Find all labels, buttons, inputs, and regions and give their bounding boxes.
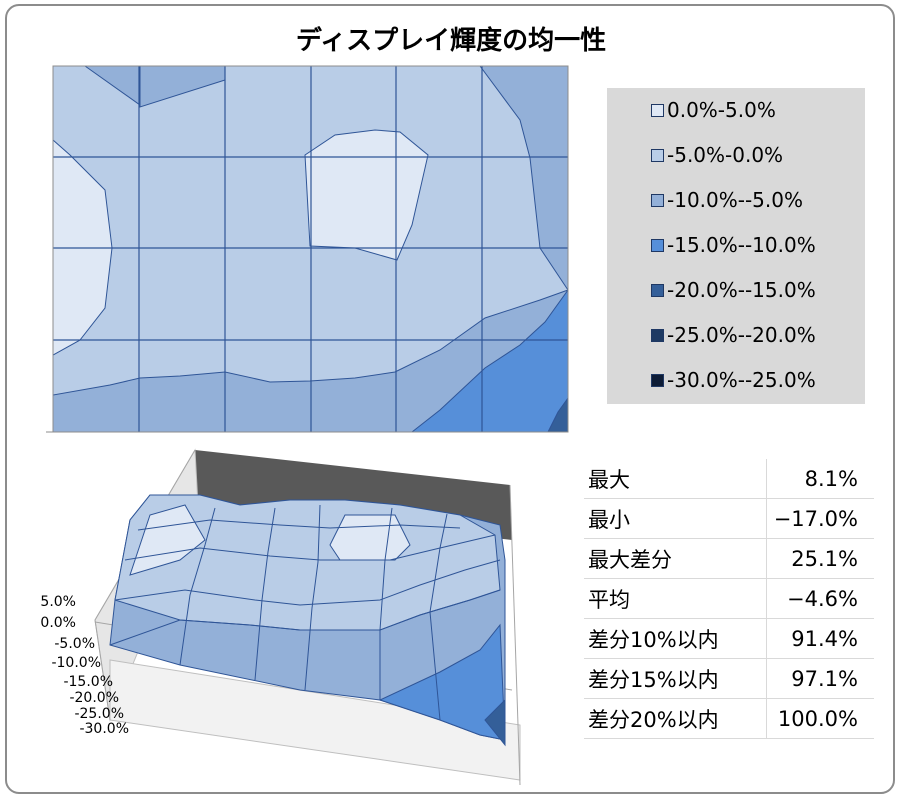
stat-label: 最大 xyxy=(584,459,767,499)
legend-item: -15.0%--10.0% xyxy=(651,232,816,258)
surface-lowest xyxy=(484,698,506,747)
stat-value: −17.0% xyxy=(766,498,874,539)
legend-swatch xyxy=(651,328,664,342)
legend-label: 0.0%-5.0% xyxy=(667,98,776,122)
legend-swatch xyxy=(651,238,664,252)
legend-swatch xyxy=(651,283,664,297)
table-row: 平均 −4.6% xyxy=(584,578,874,619)
stat-label: 平均 xyxy=(584,578,767,619)
table-row: 差分20%以内 100.0% xyxy=(584,698,874,739)
table-row: 差分15%以内 97.1% xyxy=(584,658,874,699)
legend-label: -20.0%--15.0% xyxy=(667,278,816,302)
stats-table: 最大 8.1% 最小 −17.0% 最大差分 25.1% 平均 −4.6% 差分… xyxy=(584,459,874,739)
z-tick-label: 5.0% xyxy=(40,594,76,610)
floor xyxy=(109,659,521,781)
stat-value: 97.1% xyxy=(766,658,874,699)
legend-item: 0.0%-5.0% xyxy=(651,97,776,123)
table-row: 差分10%以内 91.4% xyxy=(584,618,874,659)
z-tick-label: -20.0% xyxy=(69,690,119,706)
surface-peak-center xyxy=(329,514,411,561)
stat-value: 100.0% xyxy=(766,698,874,739)
stat-label: 差分15%以内 xyxy=(584,658,767,699)
stat-value: −4.6% xyxy=(766,578,874,619)
z-tick-label: -30.0% xyxy=(79,721,129,737)
z-tick-label: 0.0% xyxy=(40,615,76,631)
stat-value: 25.1% xyxy=(766,538,874,579)
table-row: 最小 −17.0% xyxy=(584,498,874,539)
legend-label: -5.0%-0.0% xyxy=(667,143,784,167)
legend-label: -30.0%--25.0% xyxy=(667,368,816,392)
stat-label: 最小 xyxy=(584,498,767,539)
contour-map xyxy=(46,65,569,433)
stat-value: 8.1% xyxy=(766,459,874,499)
legend-item: -25.0%--20.0% xyxy=(651,322,816,348)
surface-mesh xyxy=(109,504,501,721)
contour-grid xyxy=(53,66,568,432)
legend-label: -15.0%--10.0% xyxy=(667,233,816,257)
legend-label: -10.0%--5.0% xyxy=(667,188,803,212)
legend-label: -25.0%--20.0% xyxy=(667,323,816,347)
z-tick-label: -10.0% xyxy=(51,655,101,671)
legend: 0.0%-5.0% -5.0%-0.0% -10.0%--5.0% -15.0%… xyxy=(607,88,865,404)
legend-item: -10.0%--5.0% xyxy=(651,187,803,213)
stat-value: 91.4% xyxy=(766,618,874,659)
stat-label: 差分20%以内 xyxy=(584,698,767,739)
z-tick-label: -15.0% xyxy=(63,674,113,690)
legend-item: -20.0%--15.0% xyxy=(651,277,816,303)
legend-item: -30.0%--25.0% xyxy=(651,367,816,393)
legend-swatch xyxy=(651,148,664,162)
surface-low-right xyxy=(378,623,506,741)
legend-item: -5.0%-0.0% xyxy=(651,142,783,168)
legend-swatch xyxy=(651,103,664,117)
chart-title: ディスプレイ輝度の均一性 xyxy=(295,26,607,56)
stat-label: 差分10%以内 xyxy=(584,618,767,659)
z-tick-label: -25.0% xyxy=(74,706,124,722)
stat-label: 最大差分 xyxy=(584,538,767,579)
table-row: 最大 8.1% xyxy=(584,459,874,499)
z-tick-label: -5.0% xyxy=(54,636,95,652)
legend-swatch xyxy=(651,193,664,207)
surface-3d xyxy=(94,448,521,786)
table-row: 最大差分 25.1% xyxy=(584,538,874,579)
contour-band-bottom xyxy=(52,289,569,433)
legend-swatch xyxy=(651,373,664,387)
contour-peak-center xyxy=(304,129,429,261)
